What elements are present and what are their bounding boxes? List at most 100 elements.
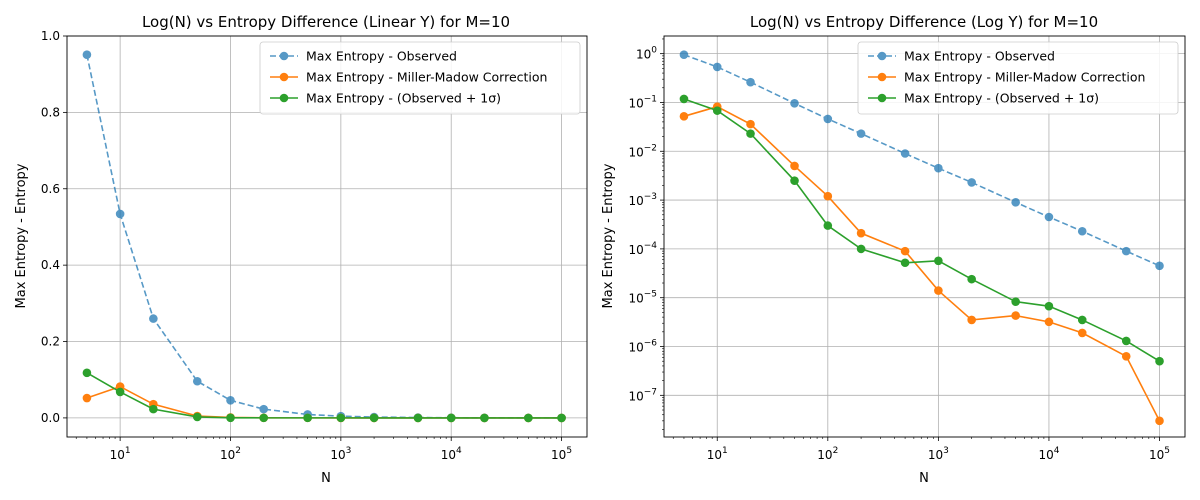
data-point [192, 376, 202, 386]
plot-frame [66, 35, 588, 438]
y-tick-label-exponent: −4 [644, 241, 658, 251]
data-point [82, 50, 92, 60]
y-tick-label-base: 10 [628, 341, 643, 355]
x-tick-label-exponent: 1 [722, 446, 728, 456]
data-point [934, 256, 943, 266]
x-tick-label-exponent: 3 [346, 446, 352, 456]
data-point [856, 228, 866, 238]
legend-entry-marker [868, 51, 896, 61]
y-tick-label: 10−6 [628, 339, 657, 355]
x-tick-label-base: 10 [330, 448, 345, 462]
chart-title: Log(N) vs Entropy Difference (Log Y) for… [750, 13, 1098, 31]
legend-label: Max Entropy - Miller-Madow Correction [306, 70, 547, 85]
x-tick-label-exponent: 1 [125, 446, 131, 456]
legend-box [259, 41, 581, 115]
y-tick-label-exponent: −7 [644, 387, 657, 397]
x-tick-label-base: 10 [441, 448, 456, 462]
data-point [1121, 336, 1131, 346]
data-point [1077, 328, 1087, 338]
x-axis-label: N [919, 471, 929, 486]
y-tick-label-exponent: −5 [644, 290, 657, 300]
legend-marker [279, 51, 289, 61]
data-point [1011, 311, 1020, 320]
data-point [967, 178, 976, 187]
y-tick-label: 0.4 [41, 258, 60, 272]
data-point [1077, 226, 1087, 236]
data-point [856, 129, 866, 138]
legend-label: Max Entropy - Observed [306, 49, 457, 64]
x-tick-label: 102 [817, 446, 838, 462]
legend: Max Entropy - Observed Max Entropy - Mill… [259, 41, 581, 115]
legend-marker [877, 51, 887, 61]
x-tick-label-base: 10 [1149, 448, 1164, 462]
series-3 [82, 368, 566, 423]
x-tick-label-base: 10 [551, 448, 566, 462]
y-tick-label: 100 [636, 46, 657, 62]
data-point [480, 413, 489, 423]
y-tick-label-exponent: 0 [651, 46, 657, 56]
data-point [226, 413, 235, 423]
data-point [712, 106, 722, 115]
legend-entry-marker [270, 72, 298, 82]
legend-marker [279, 72, 289, 82]
data-point [790, 161, 799, 171]
legend: Max Entropy - Observed Max Entropy - Mill… [857, 41, 1179, 115]
data-point [900, 149, 910, 158]
data-point [336, 413, 346, 423]
data-point [1077, 315, 1087, 325]
x-tick-label: 102 [220, 446, 241, 462]
data-point [856, 244, 866, 254]
data-point [115, 387, 125, 397]
x-tick-label: 103 [928, 446, 949, 462]
y-tick-label: 10−5 [628, 290, 657, 306]
legend-label: Max Entropy - (Observed + 1σ) [306, 91, 501, 106]
data-point [1155, 416, 1164, 426]
data-point [1044, 301, 1054, 311]
series-line [683, 98, 1160, 362]
x-tick-label: 101 [707, 446, 728, 462]
series-line [86, 372, 562, 419]
x-tick-label: 103 [330, 446, 351, 462]
data-point [1121, 246, 1131, 256]
x-tick-label-base: 10 [110, 448, 125, 462]
y-tick-label-exponent: −1 [644, 94, 657, 104]
y-axis-label: Max Entropy - Entropy [14, 163, 29, 308]
data-point [712, 62, 722, 72]
data-point [1011, 297, 1020, 306]
x-tick-label-exponent: 4 [456, 446, 462, 456]
chart-log-y: Log(N) vs Entropy Difference (Log Y) for… [601, 13, 1186, 486]
x-tick-label: 105 [1149, 446, 1170, 462]
data-point [1121, 352, 1131, 361]
data-point [369, 413, 379, 423]
data-point [1155, 356, 1164, 366]
x-tick-label-exponent: 3 [943, 446, 949, 456]
data-point [226, 396, 235, 405]
data-point [1011, 198, 1020, 207]
y-tick-label-base: 10 [628, 96, 643, 110]
x-tick-label-base: 10 [1038, 448, 1053, 462]
y-tick-label: 10−2 [628, 143, 657, 159]
series-1 [679, 50, 1164, 271]
y-tick-label-base: 10 [628, 243, 643, 257]
data-point [823, 114, 833, 124]
data-point [413, 413, 423, 423]
data-point [790, 176, 799, 185]
legend-entry-marker [270, 93, 298, 103]
y-tick-label-base: 10 [628, 389, 643, 403]
legend-box [857, 41, 1179, 115]
x-axis-label: N [321, 471, 331, 486]
data-point [823, 191, 833, 201]
y-tick-label-exponent: −3 [644, 192, 657, 202]
data-point [790, 99, 799, 108]
data-point [934, 286, 943, 295]
y-tick-label: 1.0 [41, 29, 60, 43]
data-point [746, 119, 755, 129]
data-point [259, 404, 269, 414]
data-point [149, 404, 158, 414]
data-point [1044, 212, 1054, 222]
x-tick-label-base: 10 [707, 448, 722, 462]
y-tick-label-exponent: −2 [644, 143, 657, 153]
y-axis-label: Max Entropy - Entropy [601, 163, 616, 308]
